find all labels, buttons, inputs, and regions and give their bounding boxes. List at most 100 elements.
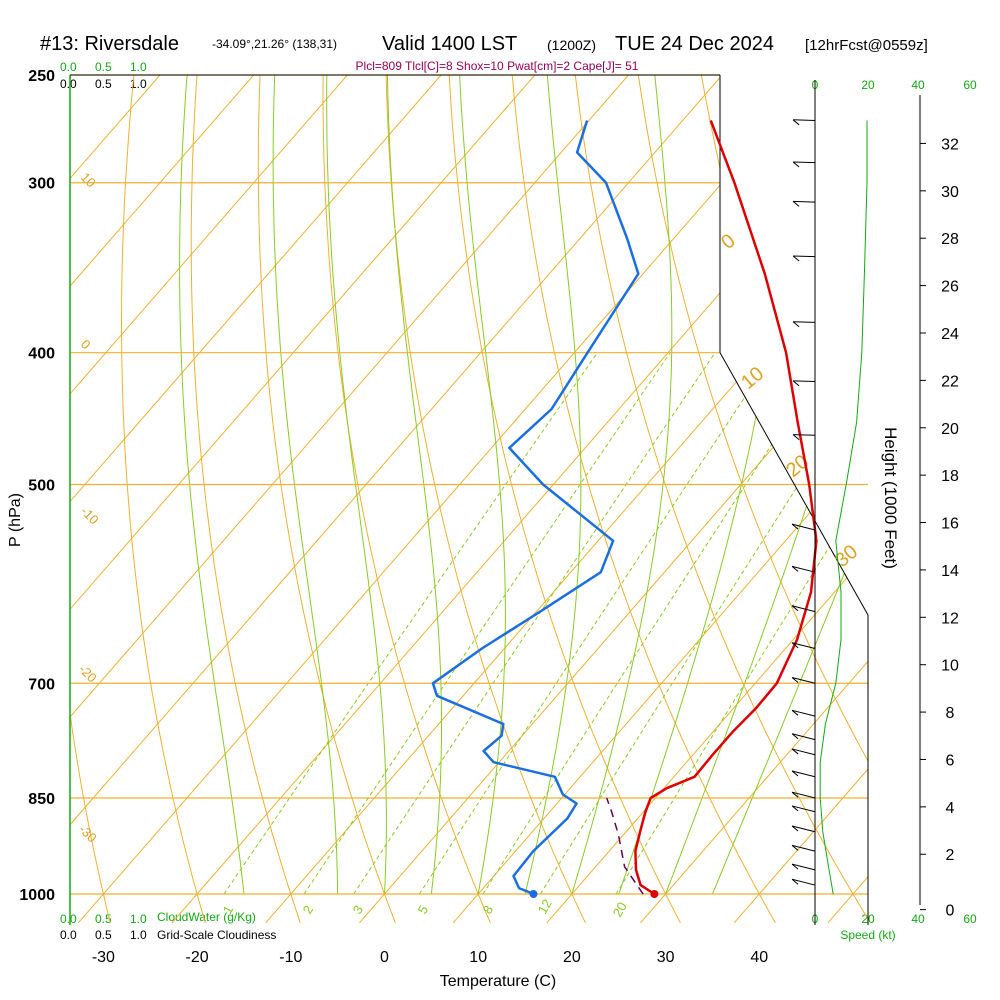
mixing-ratio-label: 20	[610, 899, 630, 919]
x-tick-label: -30	[92, 949, 115, 966]
wind-barb	[791, 523, 816, 531]
cl-top-0: 0.0	[60, 77, 77, 91]
moist-adiabat-line	[326, 75, 387, 895]
moist-adiabat-line	[386, 75, 442, 895]
moist-adiabat-line	[665, 75, 868, 895]
mixing-ratio-line	[539, 352, 868, 895]
dry-adiabat-line	[741, 75, 868, 924]
wind-barb-flag	[792, 119, 800, 126]
valid-date: TUE 24 Dec 2024	[615, 33, 774, 55]
wind-barb-flag	[792, 321, 800, 328]
cw-bot-0: 0.0	[60, 912, 77, 926]
cw-top-1: 0.5	[95, 60, 112, 74]
cloudwater-label: CloudWater (g/Kg)	[157, 910, 256, 924]
mixing-ratio-line	[353, 352, 716, 895]
parcel-path	[605, 797, 644, 895]
wind-barb	[793, 434, 816, 436]
dewpoint-profile	[431, 120, 640, 896]
temperature-profile	[634, 120, 818, 896]
wind-barb-flag	[791, 791, 799, 798]
isotherm-label: -10	[78, 504, 102, 528]
isotherm-label: 10	[78, 170, 99, 191]
pressure-tick-label: 700	[28, 676, 55, 693]
mixing-ratio-label: 5	[415, 903, 432, 917]
height-tick-label: 16	[941, 516, 959, 533]
isotherm-line	[546, 75, 868, 924]
y-axis-label: P (hPa)	[7, 493, 24, 547]
x-axis-label: Temperature (C)	[440, 973, 556, 990]
dry-adiabat-line	[978, 0, 1000, 923]
stability-indices: Plcl=809 Tlcl[C]=8 Shox=10 Pwat[cm]=2 Ca…	[356, 59, 639, 73]
mixing-ratio-line	[482, 352, 833, 895]
wind-barb-flag	[792, 380, 800, 387]
speed-bot-60: 60	[963, 912, 977, 926]
x-tick-label: 10	[469, 949, 487, 966]
height-tick-label: 18	[941, 468, 959, 485]
wind-barb-flag	[791, 878, 799, 885]
cw-top-2: 1.0	[130, 60, 147, 74]
isotherm-line	[70, 75, 838, 924]
x-tick-label: 30	[657, 949, 675, 966]
station-title: #13: Riversdale	[40, 33, 179, 55]
mixing-ratio-label: 2	[300, 903, 317, 917]
cloudiness-scale-top: 0.0 0.5 1.0	[60, 77, 147, 91]
wind-barb-flag	[791, 844, 799, 851]
isotherm-line	[359, 75, 868, 924]
wind-barb	[791, 825, 816, 833]
height-tick-label: 28	[941, 231, 959, 248]
dry-adiabat-line	[445, 75, 681, 924]
mixing-ratio-line	[303, 352, 671, 895]
dry-adiabat-line	[70, 75, 111, 923]
dry-adiabat-line	[859, 75, 868, 924]
cl-top-2: 1.0	[130, 77, 147, 91]
height-tick-label: 8	[946, 705, 955, 722]
speed-top-60: 60	[963, 78, 977, 92]
cl-bot-0: 0.0	[60, 928, 77, 942]
x-tick-label: -10	[279, 949, 302, 966]
wind-barb	[791, 565, 816, 573]
wind-barb-flag	[791, 770, 799, 777]
plot-tropo-border	[719, 352, 869, 616]
height-tick-label: 4	[946, 800, 955, 817]
wind-barb	[791, 805, 816, 813]
wind-barb	[791, 642, 816, 650]
isotherm-line	[70, 75, 369, 924]
dry-adiabat-line	[322, 75, 491, 924]
mixing-ratio-label: 3	[350, 903, 367, 917]
valid-utc: (1200Z)	[547, 37, 596, 53]
cl-top-1: 0.5	[95, 77, 112, 91]
wind-barb	[793, 161, 816, 164]
wind-barb	[791, 748, 816, 756]
wind-barb	[791, 676, 816, 684]
wind-barb-flag	[791, 748, 799, 755]
speed-top-20: 20	[861, 78, 875, 92]
dry-adiabat-line	[622, 75, 868, 924]
moist-adiabat-line	[456, 75, 506, 895]
speed-label: Speed (kt)	[840, 928, 895, 942]
cloudwater-scale-bottom: 0.0 0.5 1.0 CloudWater (g/Kg)	[60, 910, 256, 926]
dry-adiabat-line	[120, 75, 206, 923]
isotherm-line	[171, 75, 868, 924]
x-tick-label: 0	[380, 949, 389, 966]
isotherm-line	[640, 75, 868, 924]
axes-ticks: -30 -20 -10 0 10 20 30 402503004005007008501000…	[19, 68, 959, 966]
wind-barb-flag	[791, 605, 799, 612]
wind-speed-profile	[819, 120, 868, 895]
height-tick-label: 32	[941, 136, 959, 153]
wind-barb	[791, 709, 816, 717]
station-coords: -34.09°,21.26° (138,31)	[212, 37, 337, 51]
isotherm-line	[70, 75, 88, 924]
isobars	[70, 74, 868, 895]
wind-barb-flag	[792, 255, 800, 262]
wind-barb-flag	[791, 677, 799, 683]
wind-barb-flag	[792, 434, 800, 440]
wind-barb	[793, 321, 816, 323]
isotherm-line	[70, 75, 463, 924]
sounding-profiles	[431, 120, 818, 898]
wind-barb	[791, 770, 816, 778]
wind-barb	[791, 878, 816, 886]
height-tick-label: 26	[941, 279, 959, 296]
cloudiness-label: Grid-Scale Cloudiness	[157, 928, 276, 942]
